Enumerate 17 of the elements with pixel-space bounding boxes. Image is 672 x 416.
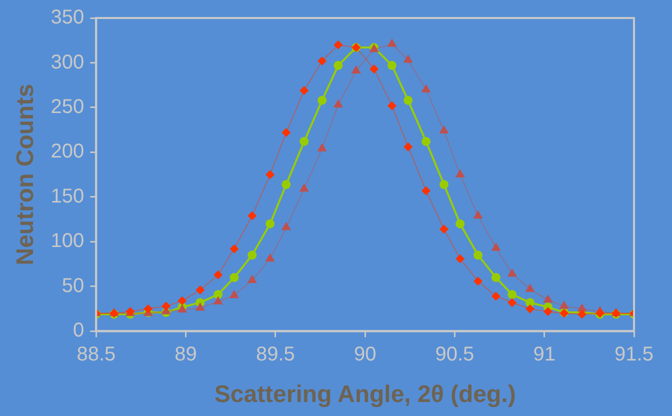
x-tick-label: 90.5: [435, 344, 474, 366]
x-tick-label: 88.5: [76, 344, 116, 366]
x-tick-label: 89: [174, 344, 197, 366]
y-tick-label: 100: [50, 230, 84, 252]
y-tick-label: 250: [50, 96, 84, 118]
y-tick-label: 0: [73, 320, 84, 342]
x-tick-label: 90: [354, 344, 376, 366]
y-tick-label: 350: [50, 6, 84, 29]
y-axis-title: Neutron Counts: [12, 84, 40, 266]
y-tick-label: 150: [50, 185, 84, 208]
x-axis-title: Scattering Angle, 2θ (deg.): [214, 381, 516, 408]
y-tick-label: 50: [62, 274, 84, 297]
y-tick-label: 300: [50, 51, 84, 74]
y-tick-label: 200: [50, 140, 84, 163]
x-tick-label: 91.5: [614, 344, 654, 366]
x-tick-label: 89.5: [256, 344, 295, 366]
x-tick-label: 91: [533, 344, 556, 366]
